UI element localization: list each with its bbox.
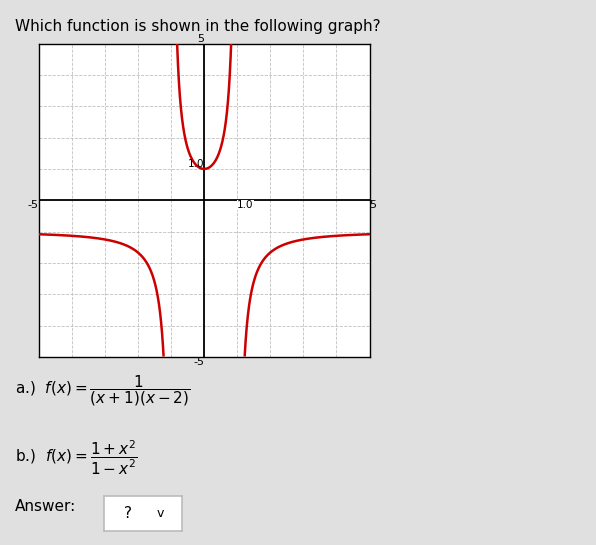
Text: Which function is shown in the following graph?: Which function is shown in the following… [15,19,380,34]
Text: ?: ? [123,506,132,521]
Text: 5: 5 [370,201,377,210]
Text: -5: -5 [193,357,204,367]
Text: 5: 5 [197,34,204,44]
Text: b.)  $f(x) = \dfrac{1+x^2}{1-x^2}$: b.) $f(x) = \dfrac{1+x^2}{1-x^2}$ [15,439,138,477]
Text: v: v [156,507,164,520]
Text: 1.0: 1.0 [188,159,204,169]
Text: -5: -5 [28,201,39,210]
Text: Answer:: Answer: [15,499,76,514]
Text: a.)  $f(x) = \dfrac{1}{(x+1)(x-2)}$: a.) $f(x) = \dfrac{1}{(x+1)(x-2)}$ [15,373,191,408]
Text: 1.0: 1.0 [237,201,254,210]
